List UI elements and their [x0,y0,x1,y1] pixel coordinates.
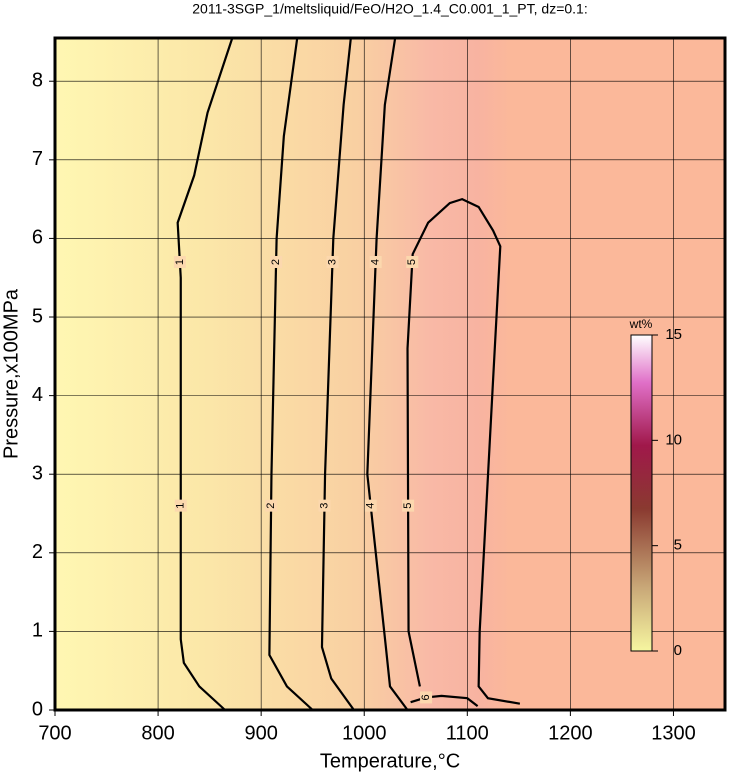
grid [54,38,725,711]
contour-label: 2 [270,256,283,268]
contour-label: 4 [364,499,377,512]
contour-line [268,37,314,711]
y-tick-label: 1 [32,620,43,642]
label-bg [265,499,278,512]
contours: 1 1 2 2 3 3 4 4 5 5 6 [174,37,521,711]
contour-value: 5 [406,259,418,265]
contour-label: 3 [318,499,331,512]
y-tick-label: 6 [32,227,43,249]
contour-label: 6 [420,691,433,704]
y-tick-label: 0 [32,698,43,720]
label-bg [369,256,382,268]
x-tick-label: 1300 [651,722,696,744]
y-axis-label: Pressure,x100MPa [0,288,22,459]
colorbar-label: wt% [629,317,653,331]
plot-background [55,38,725,710]
x-tick-label: 1100 [446,722,489,744]
contour-label: 3 [326,256,339,268]
contour-label: 1 [174,256,186,268]
label-bg [173,256,186,268]
contour-line [320,37,355,711]
colorbar-tick-label: 10 [665,431,682,448]
label-bg [174,499,187,512]
contour-value: 1 [175,503,187,509]
contour-label: 5 [406,256,419,268]
y-tick-label: 5 [32,305,43,327]
label-bg [406,256,419,268]
colorbar-tick-label: 0 [674,642,682,659]
chart-title: 2011-3SGP_1/meltsliquid/FeO/H2O_1.4_C0.0… [192,1,587,17]
contour-value: 3 [318,503,330,509]
label-bg [364,499,377,512]
x-tick-label: 900 [244,722,277,744]
label-bg [402,499,415,512]
y-tick-label: 2 [32,541,43,563]
x-tick-label: 1000 [342,722,387,744]
contour-line [406,197,521,705]
x-tick-label: 1200 [548,722,593,744]
contour-value: 4 [370,259,382,265]
contour-label: 1 [174,499,187,512]
y-tick-label: 3 [32,462,43,484]
contour-line [176,37,234,711]
contour-value: 2 [265,503,277,509]
label-bg [318,499,331,512]
contour-value: 6 [420,694,432,700]
contour-line [366,37,409,711]
contour-label: 4 [370,256,382,268]
colorbar-tick-label: 15 [665,326,682,343]
contour-value: 1 [174,259,186,265]
x-axis-label: Temperature,°C [320,750,460,772]
contour-value: 2 [270,259,282,265]
x-tick-label: 800 [141,722,174,744]
label-bg [420,691,433,704]
y-tick-label: 8 [32,70,43,92]
colorbar [630,334,653,652]
x-tick-label: 700 [38,722,71,744]
contour-label: 5 [402,499,415,512]
plot-frame [53,36,727,712]
contour-value: 3 [326,259,338,265]
colorbar-tick-label: 5 [674,537,682,554]
contour-value: 4 [365,503,377,509]
y-tick-label: 7 [32,148,43,170]
label-bg [326,256,339,268]
contour-value: 5 [402,503,414,509]
label-bg [270,256,283,268]
y-tick-label: 4 [32,384,43,406]
contour-label: 2 [265,499,278,512]
